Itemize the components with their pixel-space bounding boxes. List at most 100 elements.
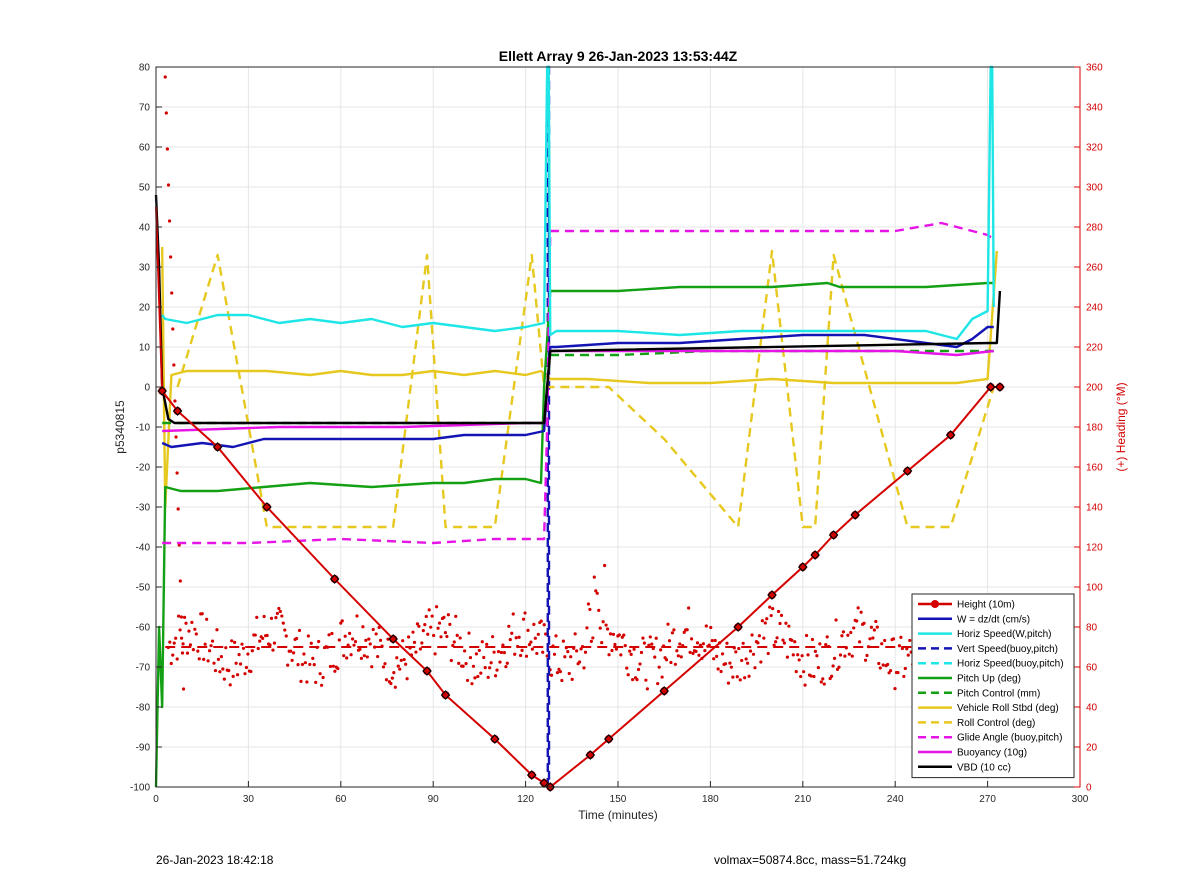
y2-tick-label: 220: [1086, 343, 1103, 354]
heading-point: [401, 639, 405, 643]
heading-point: [555, 670, 560, 675]
heading-point: [631, 678, 635, 682]
heading-point: [862, 621, 866, 625]
heading-point: [603, 563, 607, 568]
heading-point: [768, 605, 772, 609]
legend-box: [911, 593, 1075, 779]
heading-point: [209, 644, 213, 648]
heading-point: [492, 650, 496, 654]
heading-point: [181, 642, 185, 646]
series-line: [162, 221, 995, 545]
heading-point: [832, 656, 837, 660]
heading-point: [345, 656, 349, 660]
heading-point: [771, 607, 775, 611]
heading-point: [664, 658, 669, 662]
height-point: [490, 735, 499, 743]
height-point: [389, 635, 398, 643]
height-point: [604, 735, 613, 743]
heading-point: [250, 649, 254, 653]
heading-point: [452, 640, 456, 644]
heading-point: [277, 606, 281, 611]
heading-point: [825, 635, 829, 639]
heading-point: [600, 640, 604, 645]
heading-point: [793, 640, 797, 644]
heading-scatter: [163, 75, 994, 691]
heading-point: [734, 650, 738, 654]
heading-point: [781, 638, 785, 642]
heading-point: [872, 628, 876, 632]
heading-point: [678, 642, 682, 646]
heading-point: [544, 632, 548, 636]
heading-point: [732, 646, 736, 650]
x-tick-label: 60: [335, 794, 347, 805]
heading-point: [349, 653, 353, 657]
y-tick-label: 60: [139, 143, 151, 154]
heading-point: [365, 655, 369, 659]
heading-point: [165, 147, 169, 151]
heading-point: [348, 631, 352, 635]
legend-label: Horiz Speed(buoy,pitch): [957, 659, 1064, 670]
heading-point: [184, 621, 188, 625]
heading-point: [238, 662, 243, 666]
heading-point: [340, 619, 344, 623]
heading-point: [439, 635, 443, 639]
heading-point: [359, 656, 364, 660]
heading-point: [179, 615, 184, 619]
height-marker: [659, 686, 670, 696]
heading-point: [429, 625, 433, 629]
y2-axis-label: (+) Heading (°M): [1114, 382, 1128, 471]
series-line: [161, 65, 995, 341]
heading-point: [698, 643, 703, 647]
height-point: [441, 691, 450, 699]
heading-point: [224, 646, 228, 650]
heading-point: [458, 636, 462, 640]
heading-point: [737, 646, 741, 651]
heading-point: [430, 614, 434, 618]
heading-point: [875, 625, 879, 629]
heading-point: [719, 669, 723, 674]
heading-point: [748, 649, 753, 653]
heading-point: [275, 611, 279, 616]
height-marker: [995, 382, 1005, 392]
y-tick-label: -50: [136, 583, 151, 594]
height-marker: [767, 590, 777, 600]
heading-point: [412, 640, 417, 644]
heading-point: [286, 663, 290, 667]
heading-point: [530, 647, 534, 651]
heading-point: [897, 644, 902, 648]
heading-point: [423, 623, 427, 627]
heading-point: [846, 633, 850, 637]
heading-point: [249, 669, 253, 674]
y2-tick-label: 60: [1086, 663, 1098, 674]
heading-point: [461, 664, 465, 668]
heading-point: [751, 652, 756, 656]
heading-point: [622, 633, 626, 637]
x-tick-label: 300: [1072, 794, 1089, 805]
heading-point: [580, 644, 585, 649]
heading-point: [418, 647, 422, 651]
heading-point: [709, 625, 713, 630]
heading-point: [608, 632, 613, 636]
heading-point: [457, 661, 461, 665]
heading-point: [172, 363, 176, 367]
heading-point: [806, 653, 810, 657]
heading-point: [651, 646, 655, 651]
heading-point: [598, 626, 602, 630]
heading-point: [296, 663, 300, 667]
heading-point: [424, 614, 428, 619]
heading-point: [582, 666, 586, 670]
heading-point: [219, 655, 223, 659]
heading-point: [815, 654, 819, 658]
heading-point: [290, 658, 294, 662]
heading-point: [681, 643, 685, 648]
heading-point: [782, 641, 787, 645]
heading-point: [187, 629, 191, 633]
heading-point: [605, 627, 610, 631]
y2-tick-label: 140: [1086, 503, 1103, 514]
heading-point: [389, 681, 393, 686]
heading-point: [470, 682, 474, 686]
heading-point: [342, 654, 346, 658]
heading-point: [551, 644, 555, 648]
heading-point: [166, 645, 170, 650]
